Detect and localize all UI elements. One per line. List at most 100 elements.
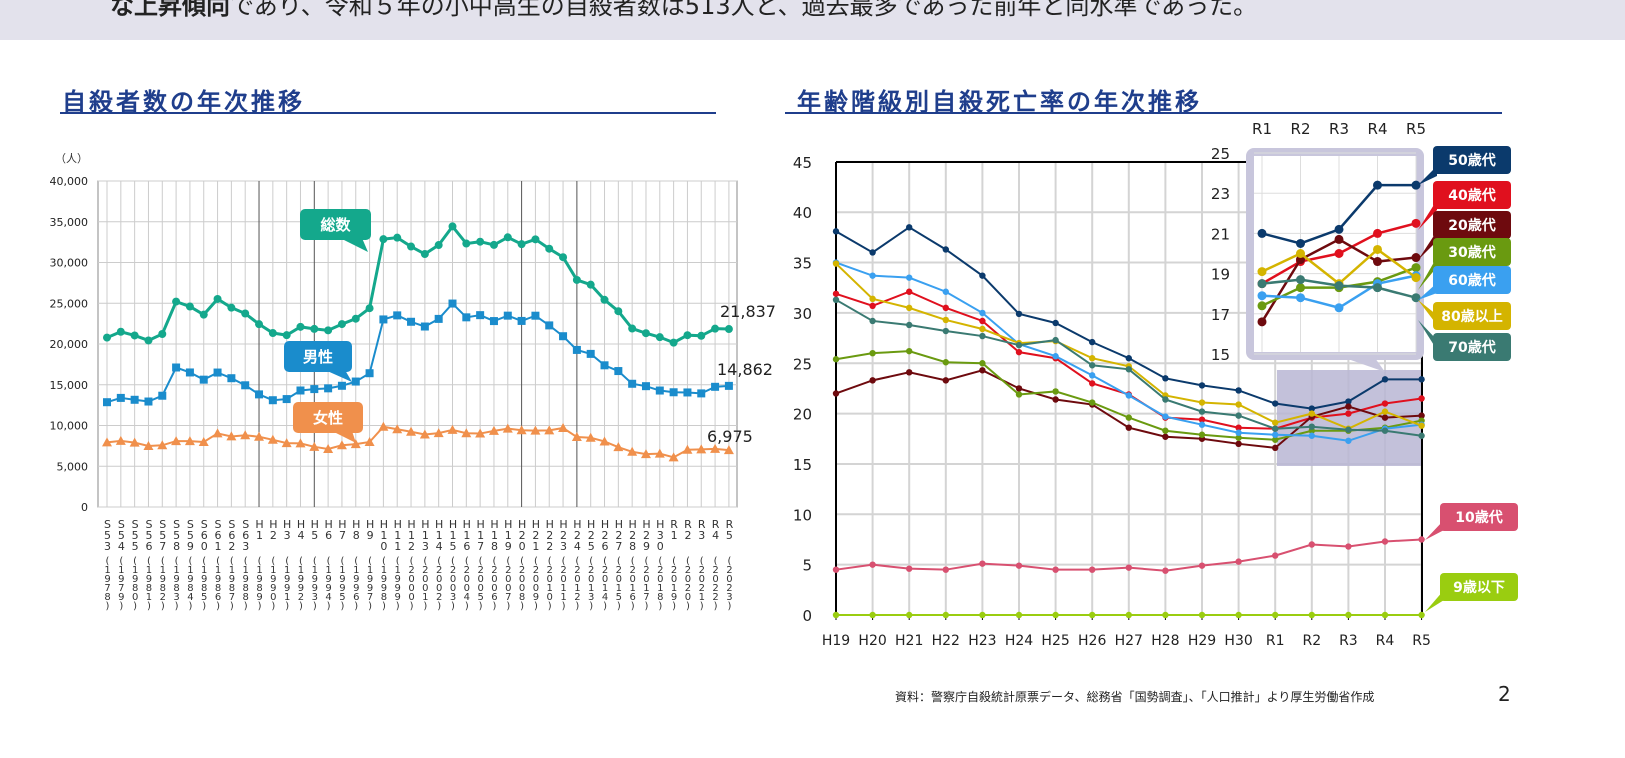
data-point: [296, 386, 305, 395]
x-tick-era: R1: [667, 518, 681, 540]
data-point: [1272, 425, 1279, 432]
data-point: [489, 317, 498, 326]
data-point: [282, 395, 291, 404]
x-tick-era: H15: [446, 518, 460, 551]
data-point: [267, 434, 278, 444]
data-point: [378, 421, 389, 431]
data-point: [1162, 413, 1169, 420]
data-point: [906, 347, 913, 355]
data-point: [1052, 353, 1059, 360]
data-point: [255, 320, 264, 329]
data-point: [1272, 552, 1279, 559]
x-tick-year: (2003): [447, 556, 459, 610]
data-point: [1418, 412, 1425, 419]
x-tick-era: H13: [418, 518, 432, 551]
data-point: [1272, 444, 1279, 452]
data-point: [1418, 536, 1425, 543]
end-label-total: 21,837: [720, 302, 776, 321]
data-point: [669, 388, 678, 397]
inset-data-point: [1373, 257, 1382, 267]
data-point: [336, 440, 347, 450]
data-point: [351, 314, 360, 323]
y-tick-label: 15: [793, 456, 812, 474]
data-point: [1308, 541, 1316, 548]
data-point: [324, 384, 333, 393]
data-point: [906, 274, 913, 281]
y-tick-label: 25: [793, 355, 812, 373]
x-tick-era: S60: [197, 518, 211, 551]
data-point: [669, 338, 678, 347]
data-point: [1345, 543, 1352, 550]
data-point: [979, 309, 986, 317]
x-tick-year: (2015): [613, 556, 625, 610]
data-point: [309, 441, 320, 451]
data-point: [1125, 366, 1133, 373]
data-point: [586, 280, 595, 289]
data-point: [1235, 412, 1242, 419]
data-point: [942, 304, 949, 312]
data-point: [869, 317, 876, 325]
data-point: [1198, 431, 1206, 438]
data-point: [832, 390, 840, 397]
inset-x-tick: R1: [1252, 120, 1272, 138]
data-point: [1198, 611, 1206, 619]
inset-data-point: [1296, 275, 1305, 285]
inset-y-tick: 25: [1211, 145, 1230, 163]
inset-pointer: [1345, 358, 1385, 372]
x-tick-year: (2020): [682, 556, 694, 610]
x-tick-year: (2016): [627, 556, 639, 610]
x-tick-year: (1994): [323, 556, 335, 610]
data-point: [1198, 416, 1206, 423]
y-unit-label: （人）: [55, 152, 88, 165]
data-point: [171, 436, 182, 446]
data-point: [1198, 382, 1206, 389]
data-point: [434, 314, 443, 323]
data-point: [1052, 336, 1059, 344]
data-point: [1345, 611, 1352, 619]
data-point: [979, 272, 986, 279]
data-point: [488, 425, 499, 435]
data-point: [572, 275, 581, 284]
data-point: [1162, 567, 1169, 574]
data-point: [1089, 372, 1096, 379]
data-point: [1308, 611, 1316, 619]
x-tick-label: H21: [895, 633, 923, 649]
data-point: [1198, 399, 1206, 406]
x-tick-era: S57: [156, 518, 170, 551]
data-point: [1345, 426, 1352, 433]
data-point: [710, 443, 721, 453]
summary-bold: な上昇傾向: [110, 0, 230, 20]
data-point: [1015, 385, 1023, 392]
x-tick-year: (1982): [157, 556, 169, 610]
data-point: [1235, 434, 1242, 441]
data-point: [130, 395, 139, 404]
data-point: [614, 307, 623, 316]
data-point: [254, 431, 265, 441]
data-point: [448, 222, 457, 231]
x-tick-label: R5: [1412, 633, 1431, 649]
legend-tag-80plus: 80歳以上: [1433, 302, 1511, 330]
y-tick-label: 10,000: [50, 420, 89, 433]
x-tick-year: (1980): [129, 556, 141, 610]
data-point: [530, 425, 541, 435]
data-point: [1308, 432, 1316, 439]
data-point: [832, 566, 840, 573]
data-point: [350, 439, 361, 449]
inset-y-tick: 23: [1211, 185, 1230, 203]
x-tick-year: (1979): [115, 556, 127, 610]
y-tick-label: 45: [793, 154, 812, 172]
x-tick-year: (2013): [585, 556, 597, 610]
data-point: [1015, 611, 1023, 619]
legend-callout-male: 男性: [284, 341, 352, 372]
x-tick-label: H25: [1041, 633, 1069, 649]
data-point: [906, 288, 913, 295]
data-point: [1089, 338, 1096, 346]
x-tick-era: H5: [308, 518, 322, 540]
inset-data-point: [1296, 293, 1305, 303]
data-point: [185, 368, 194, 377]
x-tick-era: H8: [349, 518, 363, 540]
data-point: [268, 329, 277, 338]
y-tick-label: 30,000: [50, 257, 89, 270]
x-tick-era: H1: [253, 518, 267, 540]
data-point: [392, 424, 403, 434]
